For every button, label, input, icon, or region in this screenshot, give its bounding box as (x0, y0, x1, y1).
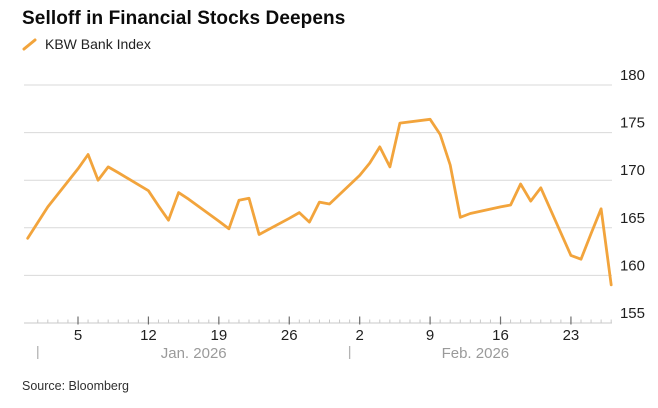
svg-text:180: 180 (620, 67, 645, 84)
legend-label: KBW Bank Index (45, 36, 151, 52)
svg-text:26: 26 (281, 327, 298, 344)
svg-text:23: 23 (563, 327, 580, 344)
legend: KBW Bank Index (22, 36, 151, 52)
svg-text:9: 9 (426, 327, 434, 344)
svg-text:5: 5 (74, 327, 82, 344)
svg-text:Jan. 2026: Jan. 2026 (161, 345, 227, 362)
svg-text:165: 165 (620, 210, 645, 227)
svg-text:170: 170 (620, 162, 645, 179)
svg-text:155: 155 (620, 305, 645, 322)
svg-text:12: 12 (140, 327, 157, 344)
chart-title: Selloff in Financial Stocks Deepens (22, 8, 346, 29)
kbw-bank-index-line (26, 117, 613, 287)
diagonal-line-marker-icon (22, 38, 37, 50)
svg-text:Feb. 2026: Feb. 2026 (442, 345, 510, 362)
svg-text:175: 175 (620, 115, 645, 132)
source-note: Source: Bloomberg (22, 379, 130, 393)
svg-text:19: 19 (210, 327, 227, 344)
svg-text:160: 160 (620, 257, 645, 274)
svg-text:2: 2 (356, 327, 364, 344)
svg-text:16: 16 (492, 327, 509, 344)
